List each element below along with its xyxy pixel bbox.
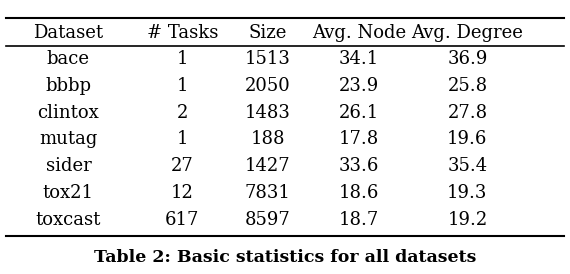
Text: Avg. Degree: Avg. Degree (412, 24, 523, 42)
Text: 1: 1 (177, 77, 188, 95)
Text: Dataset: Dataset (33, 24, 104, 42)
Text: 8597: 8597 (245, 211, 291, 229)
Text: 25.8: 25.8 (447, 77, 487, 95)
Text: 19.2: 19.2 (447, 211, 487, 229)
Text: 617: 617 (165, 211, 199, 229)
Text: Table 2: Basic statistics for all datasets: Table 2: Basic statistics for all datase… (94, 249, 476, 266)
Text: 12: 12 (171, 184, 194, 202)
Text: 34.1: 34.1 (339, 50, 379, 68)
Text: 36.9: 36.9 (447, 50, 487, 68)
Text: 17.8: 17.8 (339, 130, 379, 149)
Text: Avg. Node: Avg. Node (312, 24, 406, 42)
Text: mutag: mutag (39, 130, 97, 149)
Text: 33.6: 33.6 (339, 157, 379, 175)
Text: 1: 1 (177, 130, 188, 149)
Text: 26.1: 26.1 (339, 104, 379, 122)
Text: sider: sider (46, 157, 91, 175)
Text: 1427: 1427 (245, 157, 291, 175)
Text: 18.6: 18.6 (339, 184, 379, 202)
Text: 18.7: 18.7 (339, 211, 379, 229)
Text: 188: 188 (251, 130, 285, 149)
Text: 2: 2 (177, 104, 188, 122)
Text: 7831: 7831 (245, 184, 291, 202)
Text: toxcast: toxcast (36, 211, 101, 229)
Text: 1: 1 (177, 50, 188, 68)
Text: 1513: 1513 (245, 50, 291, 68)
Text: 2050: 2050 (245, 77, 291, 95)
Text: bbbp: bbbp (46, 77, 91, 95)
Text: # Tasks: # Tasks (146, 24, 218, 42)
Text: clintox: clintox (38, 104, 99, 122)
Text: tox21: tox21 (43, 184, 94, 202)
Text: 27.8: 27.8 (447, 104, 487, 122)
Text: 27: 27 (171, 157, 194, 175)
Text: 23.9: 23.9 (339, 77, 379, 95)
Text: bace: bace (47, 50, 90, 68)
Text: Size: Size (249, 24, 287, 42)
Text: 19.6: 19.6 (447, 130, 487, 149)
Text: 35.4: 35.4 (447, 157, 487, 175)
Text: 1483: 1483 (245, 104, 291, 122)
Text: 19.3: 19.3 (447, 184, 487, 202)
